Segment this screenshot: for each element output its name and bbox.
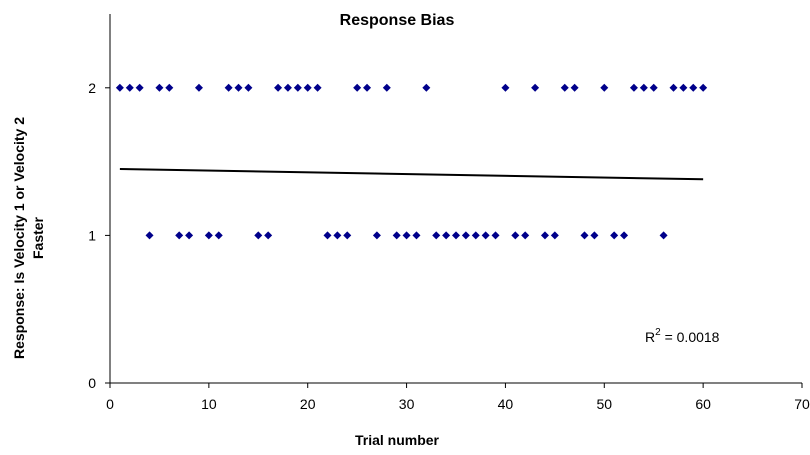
data-point [175,231,184,240]
data-point [244,83,253,92]
data-point [679,83,688,92]
data-point [610,231,619,240]
data-point [254,231,263,240]
data-point [442,231,451,240]
x-tick-label: 70 [794,396,810,412]
x-tick-label: 30 [399,396,415,412]
data-point [699,83,708,92]
data-point [511,231,520,240]
data-point [204,231,213,240]
x-tick-label: 50 [596,396,612,412]
data-point [452,231,460,240]
y-tick-label: 1 [88,227,96,243]
data-point [491,231,500,240]
data-point [580,231,589,240]
y-ticks: 0 1 2 [88,80,110,391]
data-point [550,231,559,240]
data-point [600,83,609,92]
x-tick-label: 20 [300,396,316,412]
data-point [333,231,342,240]
data-point [659,231,668,240]
chart-title: Response Bias [340,12,455,29]
x-tick-label: 40 [498,396,514,412]
data-point [313,83,322,92]
data-point [323,231,332,240]
data-point [382,83,391,92]
data-point [481,231,490,240]
r-squared-value: = 0.0018 [661,329,720,345]
r-squared-annotation: R2 = 0.0018 [645,327,720,345]
data-point [501,83,510,92]
y-tick-label: 0 [88,375,96,391]
data-point [283,83,292,92]
data-point [165,83,174,92]
data-point [649,83,658,92]
data-point [422,83,431,92]
data-point [293,83,302,92]
data-point [145,231,154,240]
data-point [135,83,144,92]
data-point [689,83,698,92]
data-point [540,231,549,240]
data-points [115,83,708,240]
data-point [531,83,540,92]
data-point [402,231,411,240]
data-point [432,231,441,240]
data-point [560,83,569,92]
data-point [274,83,283,92]
y-axis-title-line2: Faster [30,216,46,259]
r-squared-r-label: R [645,329,655,345]
data-point [471,231,480,240]
data-point [125,83,134,92]
r-squared-superscript: 2 [655,327,661,338]
data-point [224,83,233,92]
data-point [669,83,678,92]
data-point [412,231,421,240]
data-point [639,83,648,92]
x-tick-label: 10 [201,396,217,412]
data-point [234,83,243,92]
data-point [194,83,203,92]
y-axis-title-line1: Response: Is Velocity 1 or Velocity 2 [11,117,27,359]
data-point [629,83,638,92]
data-point [353,83,362,92]
data-point [214,231,223,240]
data-point [372,231,381,240]
data-point [521,231,530,240]
data-point [392,231,401,240]
data-point [264,231,273,240]
x-ticks: 0 10 20 30 40 50 60 70 [106,383,810,412]
y-tick-label: 2 [88,80,96,96]
y-axis-title: Response: Is Velocity 1 or Velocity 2 Fa… [11,117,46,359]
data-point [570,83,579,92]
trend-line [119,167,704,181]
x-tick-label: 60 [695,396,711,412]
x-tick-label: 0 [106,396,114,412]
data-point [185,231,194,240]
data-point [343,231,352,240]
data-point [155,83,164,92]
data-point [620,231,629,240]
data-point [461,231,470,240]
data-point [363,83,372,92]
data-point [115,83,124,92]
x-axis-title: Trial number [355,432,440,448]
data-point [590,231,599,240]
data-point [303,83,312,92]
